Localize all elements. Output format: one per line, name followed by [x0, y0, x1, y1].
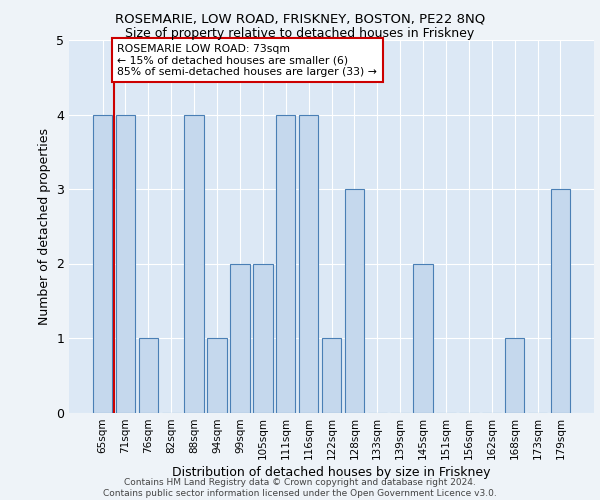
Bar	[208, 338, 227, 412]
Bar	[344, 189, 364, 412]
Bar	[230, 264, 250, 412]
Text: ROSEMARIE, LOW ROAD, FRISKNEY, BOSTON, PE22 8NQ: ROSEMARIE, LOW ROAD, FRISKNEY, BOSTON, P…	[115, 12, 485, 26]
Bar	[551, 189, 570, 412]
Bar	[116, 114, 135, 412]
Text: Size of property relative to detached houses in Friskney: Size of property relative to detached ho…	[125, 28, 475, 40]
Bar	[253, 264, 272, 412]
Y-axis label: Number of detached properties: Number of detached properties	[38, 128, 50, 325]
Bar	[322, 338, 341, 412]
Text: Contains HM Land Registry data © Crown copyright and database right 2024.
Contai: Contains HM Land Registry data © Crown c…	[103, 478, 497, 498]
Bar	[139, 338, 158, 412]
Bar	[184, 114, 204, 412]
Bar	[413, 264, 433, 412]
Bar	[276, 114, 295, 412]
Bar	[93, 114, 112, 412]
Text: ROSEMARIE LOW ROAD: 73sqm
← 15% of detached houses are smaller (6)
85% of semi-d: ROSEMARIE LOW ROAD: 73sqm ← 15% of detac…	[118, 44, 377, 77]
Bar	[505, 338, 524, 412]
Bar	[299, 114, 319, 412]
X-axis label: Distribution of detached houses by size in Friskney: Distribution of detached houses by size …	[172, 466, 491, 479]
